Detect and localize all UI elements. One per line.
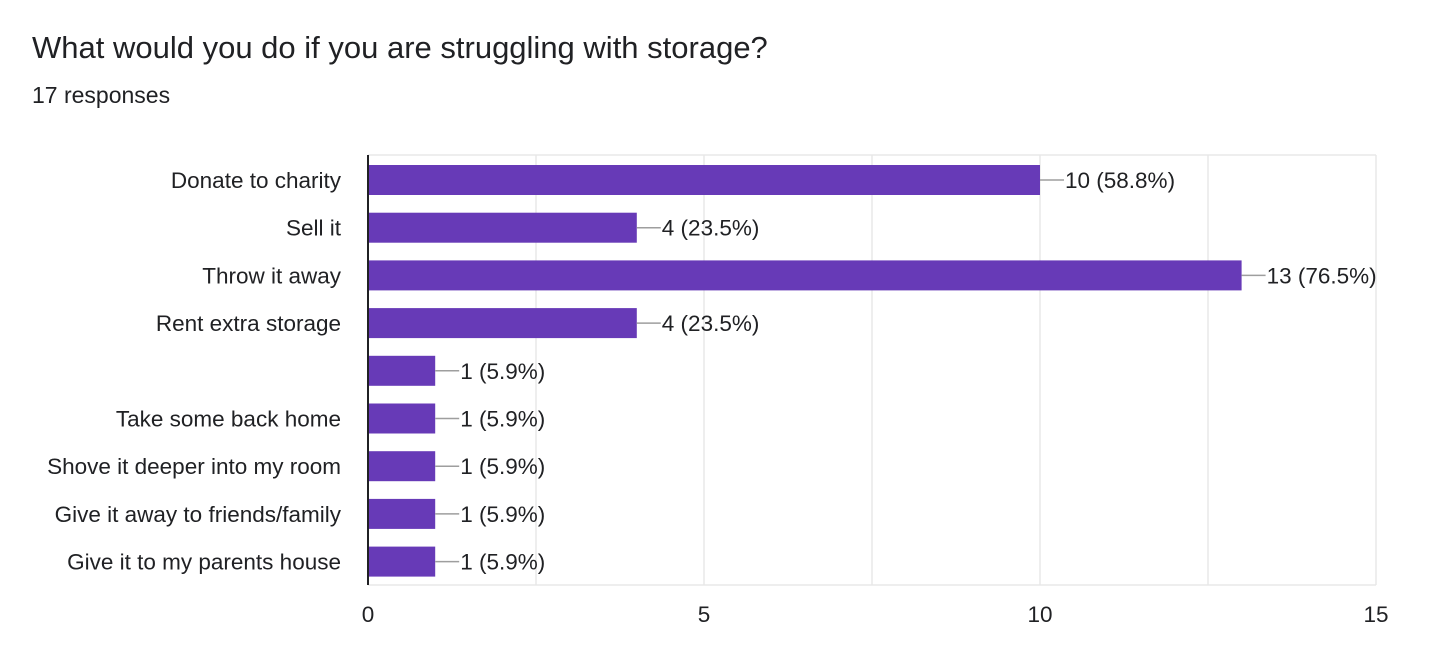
x-tick-label: 5 (698, 602, 711, 627)
bar (368, 355, 436, 386)
data-label: 1 (5.9%) (460, 359, 545, 384)
data-label: 1 (5.9%) (460, 454, 545, 479)
x-tick-label: 15 (1363, 602, 1388, 627)
data-label: 4 (23.5%) (662, 311, 760, 336)
bar (368, 451, 436, 482)
category-label: Give it away to friends/family (55, 502, 342, 527)
category-label: Give it to my parents house (67, 550, 341, 575)
bar (368, 403, 436, 434)
response-count: 17 responses (32, 82, 171, 108)
category-label: Rent extra storage (156, 311, 341, 336)
data-label: 1 (5.9%) (460, 407, 545, 432)
data-label: 10 (58.8%) (1065, 168, 1175, 193)
x-tick-label: 10 (1027, 602, 1052, 627)
bar (368, 165, 1040, 195)
x-tick-label: 0 (362, 602, 375, 627)
category-label: Sell it (286, 216, 342, 241)
data-label: 1 (5.9%) (460, 550, 545, 575)
bar (368, 212, 637, 243)
category-label: Take some back home (116, 407, 341, 432)
data-label: 1 (5.9%) (460, 502, 545, 527)
category-label: Donate to charity (171, 168, 342, 193)
bar (368, 308, 637, 339)
question-title: What would you do if you are struggling … (32, 30, 768, 65)
bar (368, 260, 1242, 291)
category-label: Shove it deeper into my room (47, 454, 341, 479)
data-label: 13 (76.5%) (1267, 263, 1377, 288)
data-label: 4 (23.5%) (662, 216, 760, 241)
bar (368, 546, 436, 577)
category-label: Throw it away (202, 263, 342, 288)
bar (368, 498, 436, 529)
